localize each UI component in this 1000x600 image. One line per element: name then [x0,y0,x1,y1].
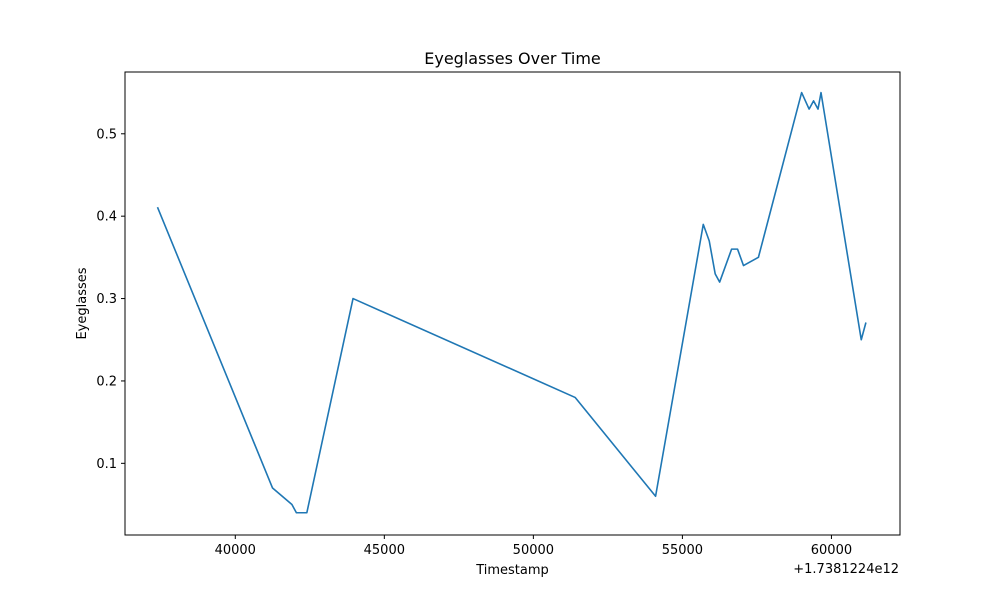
y-tick-label: 0.1 [96,457,117,472]
x-axis-label: Timestamp [475,563,549,578]
series-layer [156,91,867,514]
y-tick-label: 0.3 [96,292,117,307]
x-axis-offset-label: +1.7381224e12 [793,562,899,577]
y-tick-label: 0.4 [96,210,117,225]
x-tick-label: 50000 [513,543,554,558]
x-axis-ticks: 40000 45000 50000 55000 60000 [215,535,852,558]
plot-area: 40000 45000 50000 55000 60000 0.10.20.30.40.… [96,71,901,558]
x-tick-label: 45000 [364,543,405,558]
series-line [156,91,867,514]
chart-title: Eyeglasses Over Time [424,49,601,68]
y-axis-label: Eyeglasses [75,267,90,339]
y-tick-label: 0.5 [96,127,117,142]
x-tick-label: 40000 [215,543,256,558]
y-tick-label: 0.2 [96,374,117,389]
y-axis-ticks: 0.1 0.2 0.3 0.4 0.5 [96,127,125,472]
x-tick-label: 60000 [811,543,852,558]
x-tick-label: 55000 [662,543,703,558]
plot-frame [124,71,901,536]
